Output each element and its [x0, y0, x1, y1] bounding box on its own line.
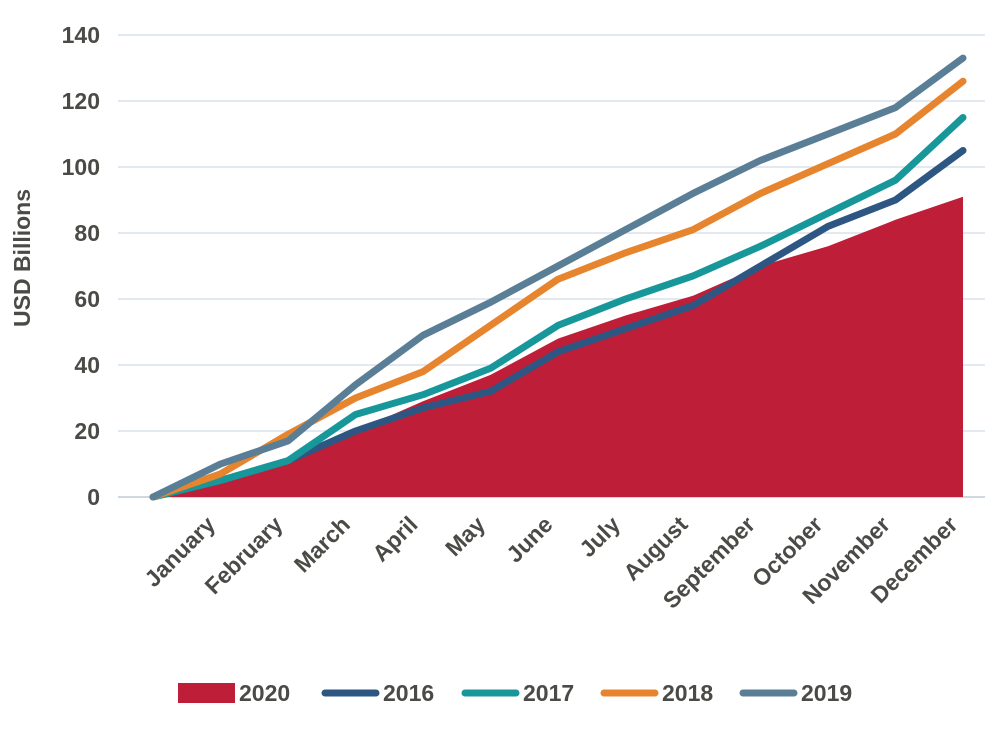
- legend-label: 2019: [801, 680, 852, 706]
- series-line-2019: [149, 54, 967, 501]
- legend-item-2020: 2020: [178, 680, 290, 706]
- x-tick-label: June: [501, 511, 557, 567]
- x-tick-label: July: [574, 511, 625, 562]
- area-series: [153, 196, 963, 497]
- y-tick-label: 100: [62, 154, 100, 180]
- series-area-2020: [153, 196, 963, 497]
- legend-label: 2020: [239, 680, 290, 706]
- y-axis-label: USD Billions: [9, 189, 35, 327]
- series-line-2018: [149, 77, 967, 501]
- legend-label: 2017: [523, 680, 574, 706]
- x-tick-label: March: [289, 511, 355, 577]
- y-tick-label: 40: [74, 352, 100, 378]
- line-series: [149, 54, 967, 501]
- legend: 2020 2016 2017 2018 2019: [178, 680, 852, 706]
- y-tick-label: 80: [74, 220, 100, 246]
- y-tick-label: 140: [62, 22, 100, 48]
- y-tick-label: 120: [62, 88, 100, 114]
- legend-item-2019: 2019: [739, 680, 852, 706]
- y-tick-label: 20: [74, 418, 100, 444]
- y-tick-label: 0: [87, 484, 100, 510]
- legend-item-2018: 2018: [600, 680, 713, 706]
- legend-label: 2018: [662, 680, 713, 706]
- legend-item-2017: 2017: [461, 680, 574, 706]
- x-tick-label: May: [440, 511, 490, 561]
- y-tick-label: 60: [74, 286, 100, 312]
- legend-item-2016: 2016: [321, 680, 434, 706]
- x-tick-label: April: [367, 511, 422, 566]
- legend-label: 2016: [383, 680, 434, 706]
- legend-swatch: [178, 683, 235, 703]
- y-axis-ticks: 0 20 40 60 80 100 120 140: [62, 22, 100, 510]
- series-line-2017: [149, 114, 967, 501]
